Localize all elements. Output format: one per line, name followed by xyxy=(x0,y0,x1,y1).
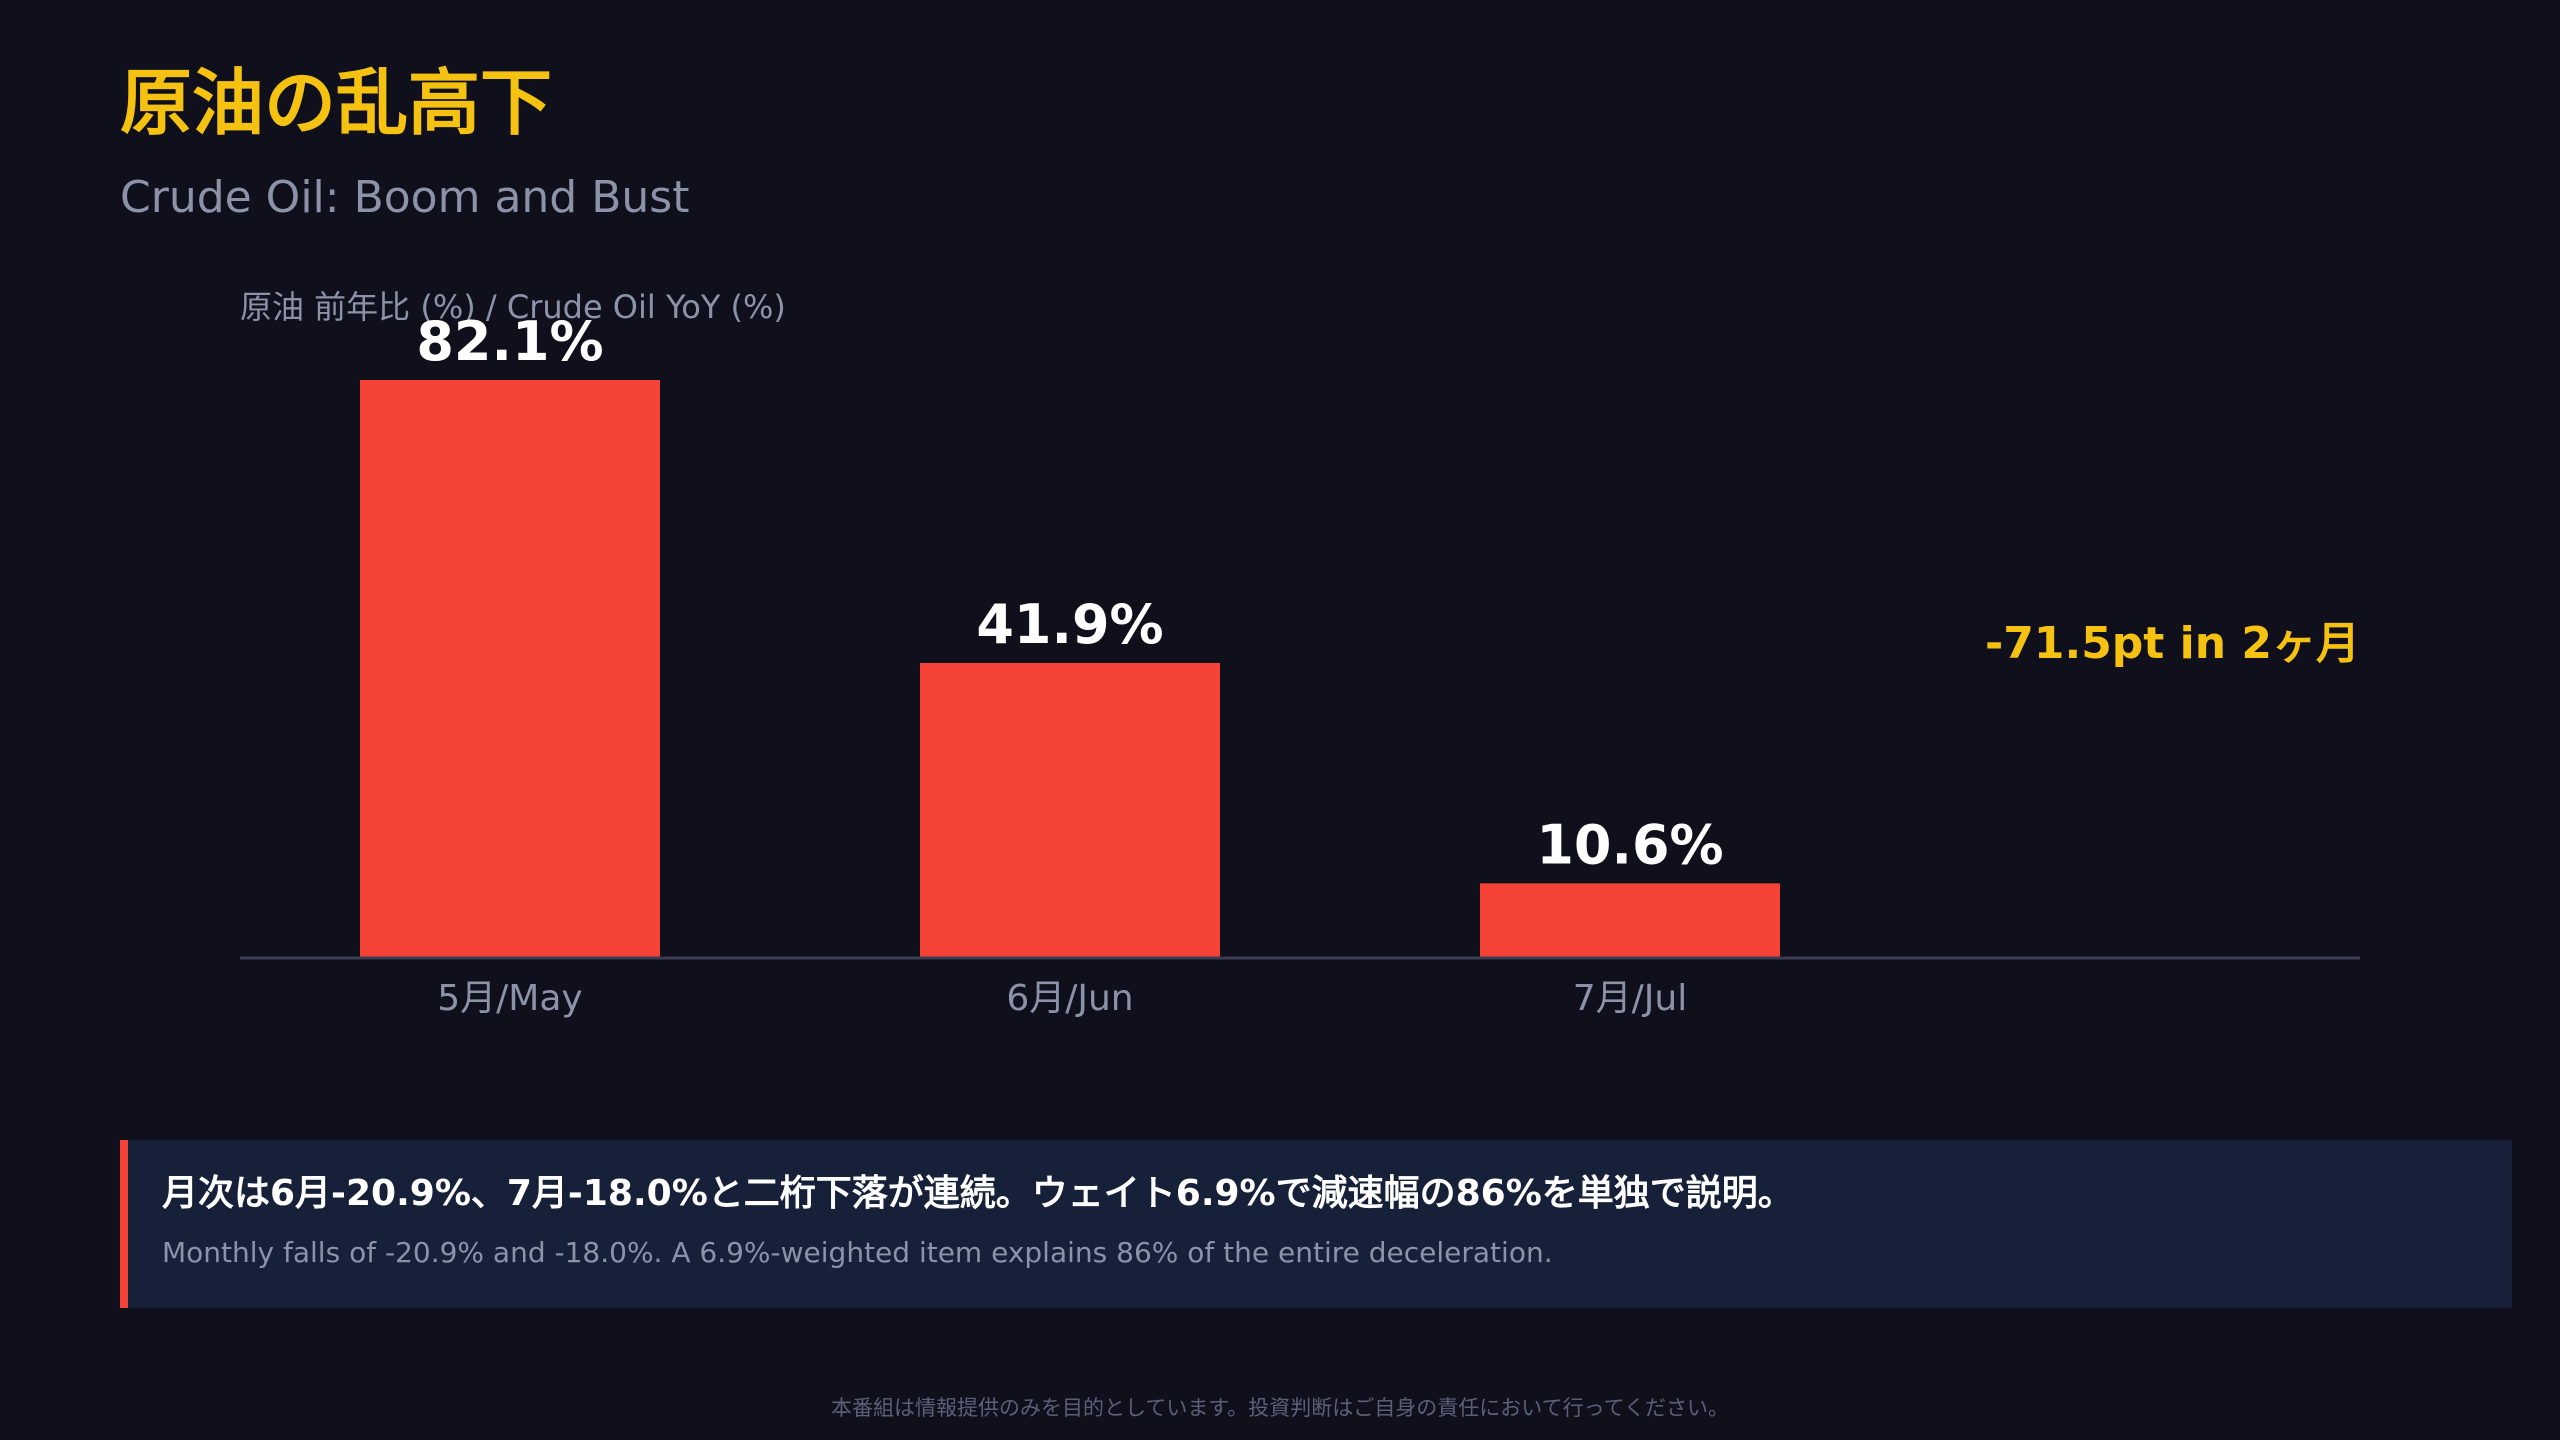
data-label-2: 41.9% xyxy=(976,593,1163,656)
insight-callout: 月次は6月-20.9%、7月-18.0%と二桁下落が連続。ウェイト6.9%で減速… xyxy=(120,1140,2512,1308)
data-label-3: 10.6% xyxy=(1536,813,1723,876)
bar-1 xyxy=(360,380,660,958)
bar-3 xyxy=(1480,883,1780,958)
disclaimer-footer: 本番組は情報提供のみを目的としています。投資判断はご自身の責任において行ってくだ… xyxy=(831,1396,1729,1420)
callout-sub-text: Monthly falls of -20.9% and -18.0%. A 6.… xyxy=(162,1236,1553,1269)
change-annotation: -71.5pt in 2ヶ月 xyxy=(1985,618,2360,669)
y-axis-label: 原油 前年比 (%) / Crude Oil YoY (%) xyxy=(240,288,786,326)
page-title: 原油の乱高下 xyxy=(120,61,553,145)
data-label-1: 82.1% xyxy=(416,310,603,373)
page-subtitle: Crude Oil: Boom and Bust xyxy=(120,172,690,223)
category-label-2: 6月/Jun xyxy=(1006,978,1133,1019)
category-label-1: 5月/May xyxy=(437,978,582,1019)
category-label-3: 7月/Jul xyxy=(1573,978,1687,1019)
bar-chart: 原油 前年比 (%) / Crude Oil YoY (%)82.1% 5月/Ma… xyxy=(240,288,2360,1019)
bar-2 xyxy=(920,663,1220,958)
callout-main-text: 月次は6月-20.9%、7月-18.0%と二桁下落が連続。ウェイト6.9%で減速… xyxy=(162,1173,1794,1214)
